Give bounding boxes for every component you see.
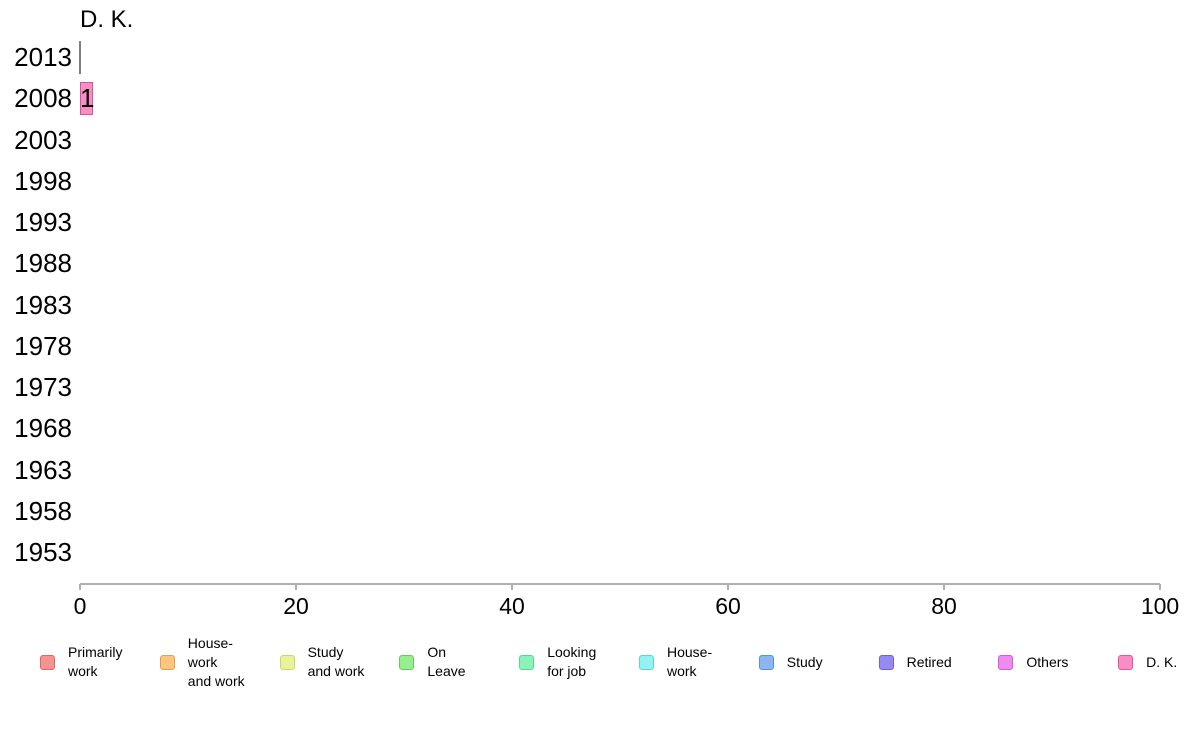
legend-label-line: Study bbox=[786, 653, 823, 670]
y-axis-label-1993: 1993 bbox=[14, 207, 72, 237]
legend-item-study[interactable]: Study bbox=[758, 653, 879, 672]
legend-label-retired: Retired bbox=[907, 653, 952, 672]
legend-label-primarily-work: Primarily work bbox=[68, 643, 122, 681]
legend-item-house-work[interactable]: House-work bbox=[638, 643, 759, 681]
legend: Primarily work House-work and work Study and … bbox=[40, 630, 1188, 694]
x-tick-label-20: 20 bbox=[283, 593, 309, 619]
legend-swatch-house-work-icon bbox=[638, 654, 654, 670]
legend-label-study: Study bbox=[787, 653, 823, 672]
legend-swatch-study-icon bbox=[758, 654, 774, 670]
x-tick-20 bbox=[295, 584, 297, 590]
y-axis-label-1983: 1983 bbox=[14, 289, 72, 320]
y-axis-label-1998: 1998 bbox=[14, 165, 72, 196]
legend-swatch-primarily-work-icon bbox=[40, 654, 55, 670]
y-axis-label-1988: 1988 bbox=[14, 248, 72, 279]
x-tick-40 bbox=[511, 584, 513, 590]
legend-swatch-on-leave-icon bbox=[399, 654, 415, 670]
x-tick-label-40: 40 bbox=[499, 593, 525, 619]
y-axis-label-2008: 2008 bbox=[14, 83, 72, 114]
legend-label-line: and work bbox=[307, 663, 365, 679]
legend-label-line: Study bbox=[307, 644, 344, 660]
legend-label-others: Others bbox=[1026, 653, 1068, 672]
legend-label-line: Retired bbox=[906, 653, 952, 670]
legend-label-line: work bbox=[187, 653, 218, 670]
legend-item-retired[interactable]: Retired bbox=[878, 653, 999, 672]
legend-item-house-work-and-work[interactable]: House-work and work bbox=[159, 634, 280, 691]
legend-item-d-k[interactable]: D. K. bbox=[1118, 653, 1188, 672]
legend-label-line: for job bbox=[547, 663, 587, 679]
x-tick-100 bbox=[1159, 584, 1161, 590]
y-axis-label-1973: 1973 bbox=[14, 372, 72, 402]
legend-label-line: Looking bbox=[547, 644, 597, 660]
y-axis-label-1953: 1953 bbox=[14, 537, 72, 567]
legend-swatch-retired-icon bbox=[878, 654, 894, 670]
y-axis-label-2013: 2013 bbox=[14, 42, 72, 72]
legend-label-line: On bbox=[427, 644, 447, 660]
x-tick-0 bbox=[79, 584, 81, 590]
legend-swatch-looking-for-job-icon bbox=[519, 654, 535, 670]
bar-value-label-2008: 1 bbox=[80, 82, 95, 113]
legend-item-others[interactable]: Others bbox=[998, 653, 1118, 672]
legend-label-on-leave: On Leave bbox=[427, 643, 465, 681]
legend-label-line: D. K. bbox=[1146, 653, 1178, 670]
x-tick-label-80: 80 bbox=[931, 593, 957, 619]
bar-2008[interactable] bbox=[80, 81, 93, 115]
y-axis-label-1978: 1978 bbox=[14, 330, 72, 361]
x-tick-60 bbox=[727, 584, 729, 590]
legend-item-study-and-work[interactable]: Study and work bbox=[279, 643, 400, 681]
y-axis-label-2003: 2003 bbox=[14, 124, 72, 155]
x-tick-label-0: 0 bbox=[73, 593, 87, 619]
y-axis-label-1958: 1958 bbox=[14, 495, 72, 526]
legend-label-line: Others bbox=[1026, 653, 1069, 670]
y-axis-label-1963: 1963 bbox=[14, 454, 72, 485]
legend-item-primarily-work[interactable]: Primarily work bbox=[40, 643, 160, 681]
legend-swatch-house-work-and-work-icon bbox=[159, 654, 175, 670]
legend-label-line: work bbox=[68, 663, 98, 679]
x-axis-line bbox=[80, 583, 1160, 585]
legend-swatch-d-k-icon bbox=[1118, 654, 1134, 670]
legend-label-line: House- bbox=[666, 644, 713, 660]
legend-label-study-and-work: Study and work bbox=[308, 643, 365, 681]
legend-label-looking-for-job: Looking for job bbox=[547, 643, 596, 681]
bar-2013-zero[interactable] bbox=[79, 40, 81, 74]
legend-label-line: work bbox=[666, 663, 697, 679]
legend-item-on-leave[interactable]: On Leave bbox=[399, 643, 519, 681]
legend-label-line: House- bbox=[187, 634, 233, 651]
x-tick-label-60: 60 bbox=[715, 593, 741, 619]
legend-label-line: Leave bbox=[427, 663, 466, 679]
x-tick-label-100: 100 bbox=[1140, 593, 1180, 619]
legend-label-house-work: House-work bbox=[667, 643, 712, 681]
x-tick-80 bbox=[943, 584, 945, 590]
legend-swatch-study-and-work-icon bbox=[279, 654, 295, 670]
legend-label-line: Primarily bbox=[68, 644, 123, 660]
legend-swatch-others-icon bbox=[998, 654, 1014, 670]
chart-title: D. K. bbox=[80, 6, 134, 33]
legend-item-looking-for-job[interactable]: Looking for job bbox=[519, 643, 639, 681]
legend-label-d-k: D. K. bbox=[1146, 653, 1177, 672]
legend-label-house-work-and-work: House-work and work bbox=[188, 634, 245, 691]
legend-label-line: and work bbox=[187, 672, 245, 689]
y-axis-label-1968: 1968 bbox=[14, 413, 72, 444]
